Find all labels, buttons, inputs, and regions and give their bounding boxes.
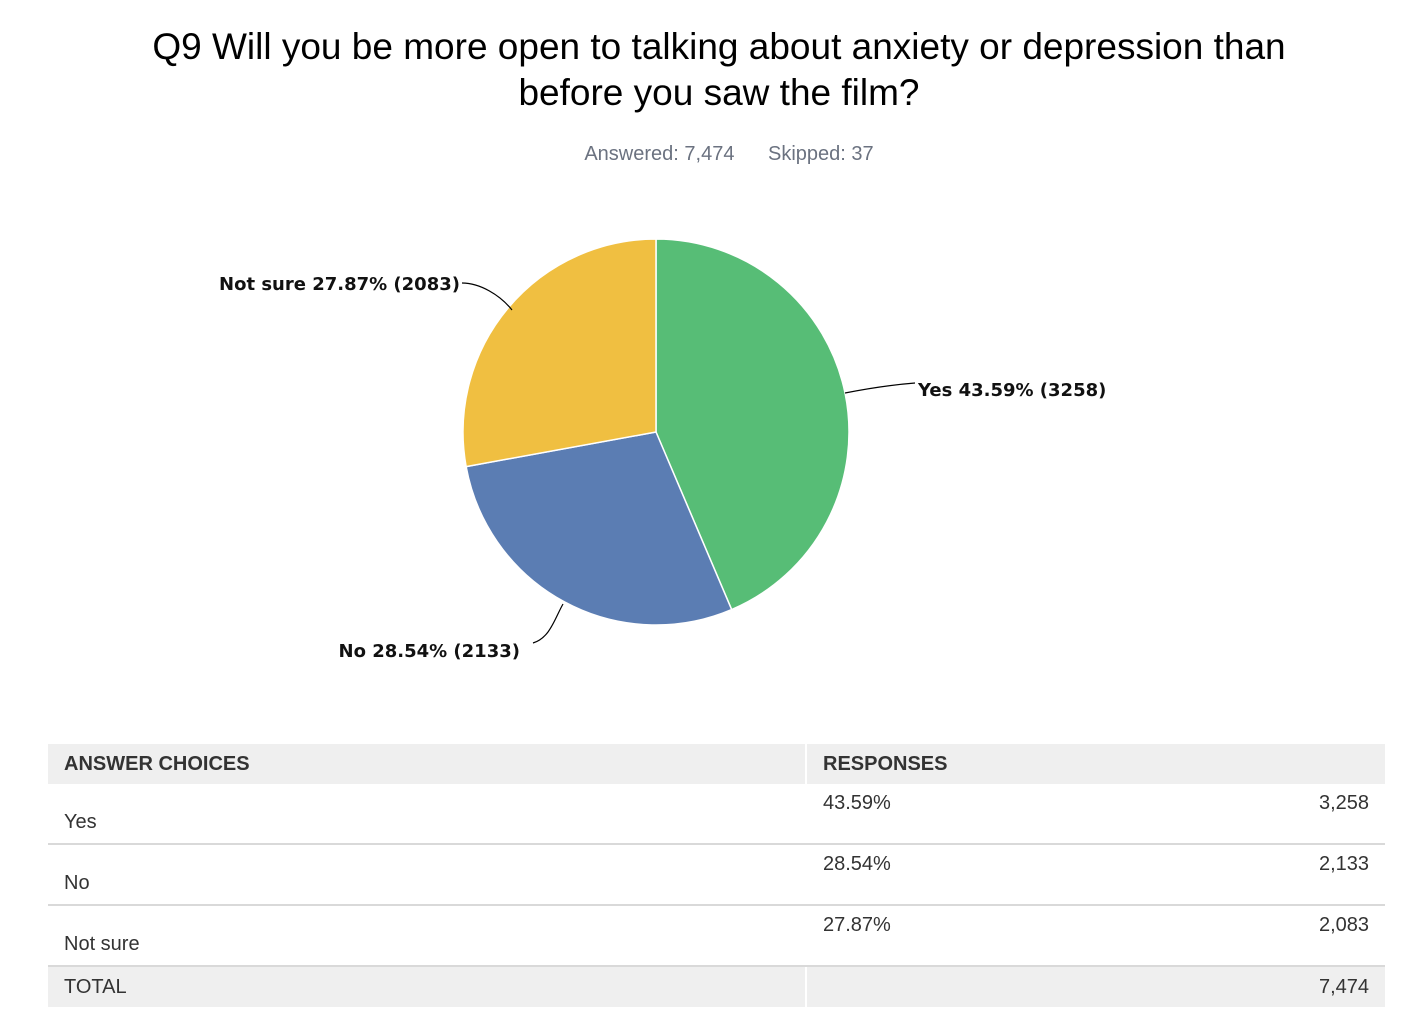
row-count: 3,258	[1095, 784, 1386, 845]
total-row: TOTAL 7,474	[48, 966, 1386, 1007]
pie-labels: Yes 43.59% (3258) No 28.54% (2133) Not s…	[219, 274, 1106, 662]
table-row: Yes 43.59% 3,258	[48, 784, 1386, 845]
answered-count: Answered: 7,474	[584, 143, 735, 165]
slice-label-yes: Yes 43.59% (3258)	[917, 380, 1106, 401]
pie-chart: Yes 43.59% (3258) No 28.54% (2133) Not s…	[219, 238, 1106, 662]
row-choice: No	[48, 844, 806, 906]
row-choice: Yes	[48, 784, 806, 845]
pie-slices	[462, 238, 850, 626]
skipped-count: Skipped: 37	[768, 143, 874, 165]
response-summary: Answered: 7,474 Skipped: 37	[0, 143, 1428, 166]
pie-slice-no	[465, 431, 733, 626]
row-choice: Not sure	[48, 905, 806, 967]
question-title: Q9 Will you be more open to talking abou…	[152, 26, 1286, 113]
header-answer-choices: ANSWER CHOICES	[48, 744, 806, 784]
header-responses: RESPONSES	[804, 744, 1386, 784]
table-header-row: ANSWER CHOICES RESPONSES	[48, 744, 1386, 784]
slice-label-not-sure: Not sure 27.87% (2083)	[219, 274, 460, 295]
row-percent: 27.87%	[805, 905, 1095, 967]
row-percent: 28.54%	[805, 844, 1095, 906]
results-table: ANSWER CHOICES RESPONSES Yes 43.59% 3,25…	[48, 744, 1386, 1007]
leader-line-yes	[844, 382, 916, 394]
total-count: 7,474	[1095, 966, 1386, 1007]
total-label: TOTAL	[48, 966, 806, 1007]
table-row: No 28.54% 2,133	[48, 844, 1386, 906]
pie-slice-not-sure	[462, 238, 657, 468]
row-percent: 43.59%	[805, 784, 1095, 845]
row-count: 2,083	[1095, 905, 1386, 967]
row-count: 2,133	[1095, 844, 1386, 906]
slice-label-no: No 28.54% (2133)	[339, 641, 521, 662]
leader-line-not-sure	[461, 282, 513, 311]
table-row: Not sure 27.87% 2,083	[48, 905, 1386, 967]
leader-line-no	[532, 603, 564, 644]
total-percent-cell	[805, 966, 1095, 1007]
